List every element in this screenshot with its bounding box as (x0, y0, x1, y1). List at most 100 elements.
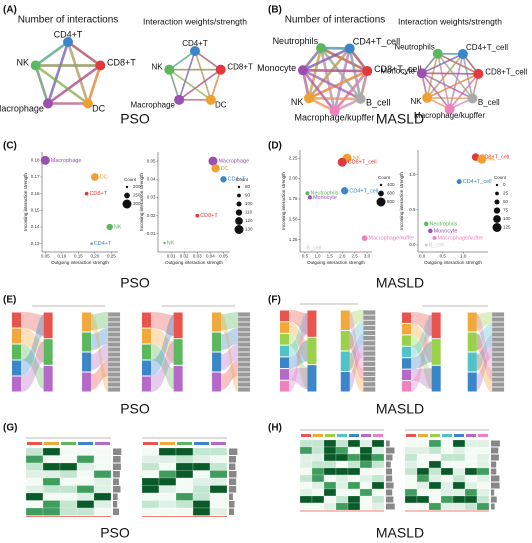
network-node (473, 68, 484, 79)
legend-label: 800 (387, 199, 395, 204)
network-node (467, 93, 478, 104)
legend-label: 90 (245, 193, 251, 198)
point-label: Monocyte (434, 228, 458, 234)
row-bar (491, 454, 499, 461)
heat-cell (440, 502, 454, 511)
heat-cell (311, 502, 325, 511)
pathway-box (238, 317, 251, 322)
flow (21, 312, 44, 336)
y-tick-label: 0.16 (31, 191, 40, 196)
heat-cell (175, 485, 194, 494)
legend-size (376, 197, 386, 207)
x-tick-label: 1.0 (314, 254, 321, 259)
pathway-box (238, 327, 251, 332)
heat-cell (404, 467, 418, 476)
row-bar (113, 493, 118, 500)
panel-label: (H) (268, 423, 282, 434)
heat-cell (347, 460, 361, 469)
point-label: CD4+T (94, 241, 112, 247)
flow (476, 314, 493, 370)
heat-cell (25, 477, 44, 486)
stratum (340, 372, 350, 392)
heat-cell (428, 502, 442, 511)
x-tick-label: 0.10 (57, 254, 66, 259)
group-bar (194, 442, 209, 445)
group-label: MASLD (376, 111, 424, 127)
heat-cell (323, 439, 337, 448)
heat-cell (359, 495, 373, 504)
flow (476, 312, 493, 330)
heat-cell (209, 500, 228, 509)
network-title: Interaction weights/strength (398, 16, 502, 26)
panel-label: (A) (3, 5, 17, 16)
heat-cell (416, 502, 430, 511)
heat-cell (347, 439, 361, 448)
flow (21, 344, 44, 389)
heat-cell (42, 455, 61, 464)
heat-cell (452, 495, 466, 504)
heat-cell (158, 455, 177, 464)
group-bar (160, 442, 175, 445)
point (195, 213, 200, 218)
row-bar (113, 486, 121, 493)
heat-cell (347, 453, 361, 462)
legend-label: 125 (503, 225, 511, 230)
heat-cell (452, 502, 466, 511)
network-node (303, 93, 314, 104)
heat-cell (59, 485, 78, 494)
point (428, 228, 433, 234)
legend-title: Count (236, 177, 249, 182)
y-tick-label: 0.5 (409, 207, 416, 212)
group-bar (454, 434, 464, 437)
legend-size (378, 190, 384, 197)
heat-cell (476, 453, 490, 462)
heat-cell (42, 492, 61, 501)
stratum (12, 360, 21, 376)
heat-cell (428, 488, 442, 497)
heat-cell (175, 507, 194, 516)
heat-cell (141, 462, 160, 471)
heat-cell (452, 446, 466, 455)
stratum (43, 339, 53, 365)
network-edge (66, 41, 90, 104)
flow (289, 310, 308, 335)
network-edge (302, 69, 362, 101)
stratum (280, 380, 289, 392)
flow (476, 334, 493, 381)
point-label: NK (353, 156, 361, 162)
flow (221, 312, 239, 330)
heat-cell (299, 481, 313, 490)
point-label: CD8+T (89, 191, 107, 197)
heat-cell (464, 460, 478, 469)
heat-cell (371, 439, 385, 448)
row-bar (386, 489, 393, 496)
stratum (280, 369, 289, 380)
heat-cell (42, 507, 61, 516)
heat-cell (464, 495, 478, 504)
stratum (402, 381, 411, 392)
flow (151, 344, 174, 389)
heat-cell (311, 460, 325, 469)
point-label: B_cell (429, 242, 444, 248)
x-axis-label: Outgoing interaction strength (424, 260, 482, 265)
legend-size (495, 183, 499, 187)
heat-cell (371, 460, 385, 469)
heat-cell (452, 439, 466, 448)
x-tick-label: 2.0 (339, 254, 346, 259)
row-bar (491, 475, 500, 482)
row-bar (386, 496, 394, 503)
pathway-box (363, 341, 376, 346)
legend-size (492, 223, 502, 232)
heat-cell (158, 492, 177, 501)
group-bar (478, 434, 488, 437)
stratum (173, 339, 183, 365)
pathway-box (238, 377, 251, 382)
legend-size (495, 191, 499, 196)
flow (349, 321, 364, 349)
heat-cell (311, 488, 325, 497)
heat-cell (371, 453, 385, 462)
network-edge (46, 41, 70, 104)
node-label: CD8+T (227, 63, 253, 72)
heat-cell (175, 455, 194, 464)
stratum (431, 339, 441, 365)
